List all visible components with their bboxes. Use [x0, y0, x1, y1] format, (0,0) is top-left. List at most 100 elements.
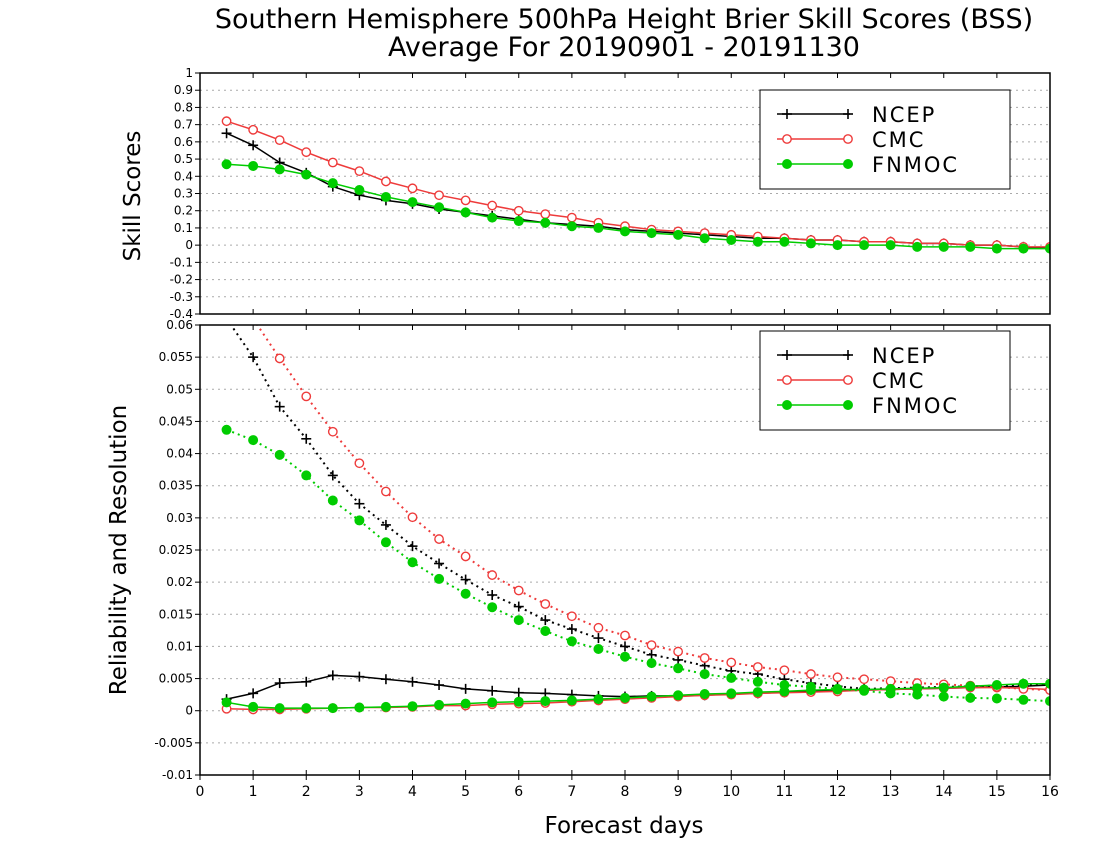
top-fnmoc-point	[620, 226, 630, 237]
bottom-cmc-dotted-point	[301, 391, 312, 402]
bottom-cmc-dotted-point	[726, 657, 737, 668]
bottom-fnmoc-dotted-point	[859, 685, 870, 696]
top-ytick-label: 0.6	[174, 135, 193, 149]
bottom-ncep-dotted-point	[248, 352, 259, 363]
top-fnmoc-point	[354, 185, 365, 196]
top-fnmoc-point	[327, 178, 338, 189]
top-cmc-point	[540, 209, 551, 220]
bottom-fnmoc-point	[752, 687, 763, 698]
bottom-ncep-dotted-point	[380, 519, 391, 530]
bottom-ncep-dotted-point	[301, 433, 312, 444]
top-legend-marker-cmc	[782, 134, 792, 144]
top-cmc-point	[274, 135, 285, 146]
bottom-ncep-dotted-point	[593, 633, 604, 644]
bottom-fnmoc-point	[487, 697, 498, 708]
top-ytick-label: 0.4	[174, 169, 193, 183]
bottom-fnmoc-point	[354, 702, 365, 713]
bottom-fnmoc-point	[248, 701, 259, 712]
top-ytick-label: -0.3	[170, 290, 193, 304]
bottom-fnmoc-dotted-point	[779, 680, 790, 690]
bottom-ytick-label: 0.05	[166, 382, 193, 396]
bottom-cmc-dotted-point	[354, 458, 365, 469]
bottom-ncep-dotted-point	[540, 615, 551, 626]
bottom-fnmoc-dotted-point	[487, 602, 498, 613]
bottom-xtick-label: 8	[621, 784, 630, 800]
bottom-ncep-dotted-point	[566, 624, 577, 635]
top-fnmoc-point	[805, 238, 816, 249]
bottom-fnmoc-point	[274, 703, 285, 714]
top-ytick-label: -0.4	[170, 307, 193, 321]
top-fnmoc-point	[832, 240, 843, 251]
bottom-xtick-label: 5	[461, 784, 470, 800]
bottom-fnmoc-dotted-point	[566, 636, 577, 647]
bottom-cmc-dotted-point	[806, 669, 816, 679]
top-cmc-point	[566, 212, 577, 223]
top-fnmoc-point	[859, 240, 870, 251]
bottom-fnmoc-point	[301, 703, 312, 714]
bottom-ncep-dotted-point	[460, 574, 471, 585]
top-cmc-point	[248, 124, 259, 135]
bottom-cmc-dotted-point	[620, 630, 630, 641]
chart-subtitle: Average For 20190901 - 20191130	[388, 32, 860, 63]
top-ytick-label: 0.3	[174, 187, 193, 201]
top-fnmoc-point	[274, 164, 285, 175]
x-axis-label: Forecast days	[545, 813, 704, 839]
top-fnmoc-point	[885, 240, 896, 251]
bottom-fnmoc-dotted-point	[646, 658, 657, 669]
top-legend-marker-ncep	[843, 109, 853, 119]
bottom-ytick-label: 0.01	[166, 639, 193, 653]
bottom-fnmoc-point	[460, 698, 471, 709]
top-cmc-point	[301, 147, 312, 158]
bottom-xtick-label: 11	[775, 784, 793, 800]
top-ncep-point	[248, 140, 259, 151]
top-fnmoc-point	[248, 160, 259, 171]
bottom-cmc-dotted-point	[859, 674, 869, 685]
bottom-legend-marker-cmc	[843, 375, 853, 385]
reliability-resolution-panel: -0.01 -0.005 0 0.005 0.01 0.015 0.02 0.025 0.03 0…	[154, 282, 1059, 800]
bottom-cmc-dotted-point	[407, 512, 418, 523]
bottom-cmc-dotted-point	[274, 353, 285, 364]
bottom-ncep-dotted-point	[222, 314, 232, 324]
bottom-xtick-label: 2	[302, 784, 311, 800]
bottom-ytick-label: -0.005	[154, 736, 193, 750]
bottom-cmc-dotted-point	[593, 622, 604, 633]
bottom-fnmoc-dotted-point	[620, 651, 630, 662]
bottom-legend-marker-cmc	[782, 375, 792, 385]
top-legend-marker-cmc	[843, 134, 853, 144]
bottom-ytick-label: 0.06	[166, 318, 193, 332]
bottom-ncep-point	[327, 670, 338, 681]
bottom-legend-marker-ncep	[843, 350, 853, 360]
top-fnmoc-point	[646, 228, 657, 239]
bottom-cmc-dotted-point	[673, 646, 684, 657]
top-legend-label-ncep: NCEP	[872, 103, 936, 127]
top-cmc-point	[221, 116, 232, 127]
bottom-fnmoc-dotted-point	[407, 557, 418, 568]
bottom-cmc-dotted-point	[249, 314, 257, 322]
bottom-fnmoc-dotted-point	[513, 615, 524, 626]
bottom-fnmoc-dotted-point	[832, 683, 843, 694]
bottom-cmc-dotted-point	[222, 282, 230, 290]
bottom-fnmoc-dotted-point	[540, 626, 551, 636]
bottom-fnmoc-point	[540, 696, 551, 707]
bottom-xtick-label: 3	[355, 784, 364, 800]
top-ytick-label: 0.1	[174, 221, 193, 235]
bottom-fnmoc-point	[327, 703, 338, 714]
top-ytick-label: 0.5	[174, 152, 193, 166]
bottom-xtick-label: 14	[935, 784, 953, 800]
top-fnmoc-point	[540, 217, 551, 228]
bottom-fnmoc-dotted-point	[301, 470, 312, 481]
bottom-fnmoc-dotted-point	[327, 495, 338, 506]
bottom-ncep-dotted-line	[229, 325, 1050, 690]
top-fnmoc-point	[301, 169, 312, 180]
bottom-ncep-point	[274, 678, 285, 689]
top-legend-label-fnmoc: FNMOC	[872, 153, 959, 177]
bottom-fnmoc-point	[965, 681, 976, 692]
top-ytick-label: 0.8	[174, 100, 193, 114]
bottom-ytick-label: 0.045	[159, 414, 193, 428]
top-fnmoc-point	[513, 216, 524, 227]
bottom-fnmoc-point	[646, 691, 657, 702]
bottom-cmc-dotted-point	[699, 653, 710, 663]
bottom-ncep-dotted-point	[646, 649, 657, 660]
chart-title: Southern Hemisphere 500hPa Height Brier …	[215, 4, 1033, 35]
